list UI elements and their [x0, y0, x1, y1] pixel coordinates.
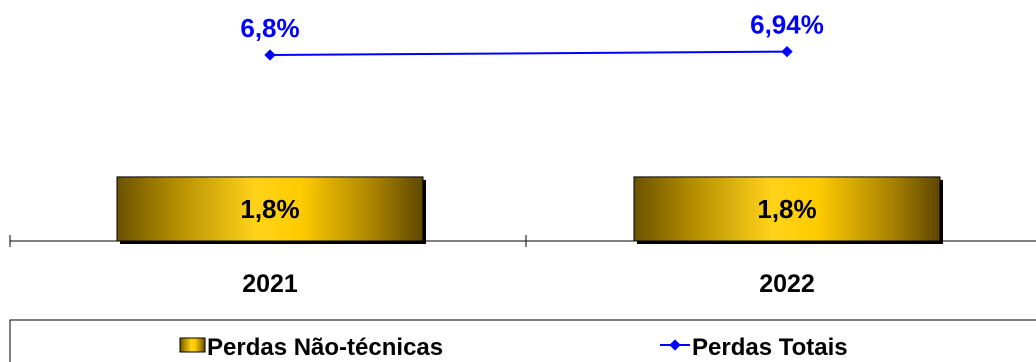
line-data-label: 6,94% [750, 10, 824, 40]
bar [633, 176, 941, 242]
x-tick-labels: 2021 2022 [242, 270, 815, 298]
bar-data-label: 1,8% [757, 194, 816, 224]
line-point-marker [264, 49, 276, 61]
line-series-layer: 6,8% 6,94% [240, 10, 824, 61]
line-point-marker [781, 45, 793, 58]
bar-series-layer: 1,8% 1,8% [116, 176, 943, 244]
bar-data-label: 1,8% [240, 194, 299, 224]
legend-swatch-bar [179, 337, 206, 353]
legend: Perdas Não-técnicas Perdas Totais [9, 319, 1036, 362]
x-tick-label: 2022 [759, 270, 815, 298]
legend-label-line: Perdas Totais [692, 334, 848, 361]
legend-box [9, 319, 1036, 362]
x-tick-label: 2021 [242, 270, 298, 298]
x-axis [9, 235, 1036, 247]
bar [116, 176, 424, 242]
legend-label-bar: Perdas Não-técnicas [207, 334, 443, 361]
legend-swatch-line-marker [669, 339, 681, 351]
line-series-path [269, 50, 788, 56]
line-data-label: 6,8% [240, 13, 299, 43]
